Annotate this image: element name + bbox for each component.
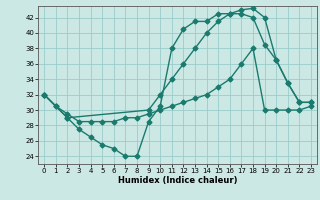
X-axis label: Humidex (Indice chaleur): Humidex (Indice chaleur) [118,176,237,185]
